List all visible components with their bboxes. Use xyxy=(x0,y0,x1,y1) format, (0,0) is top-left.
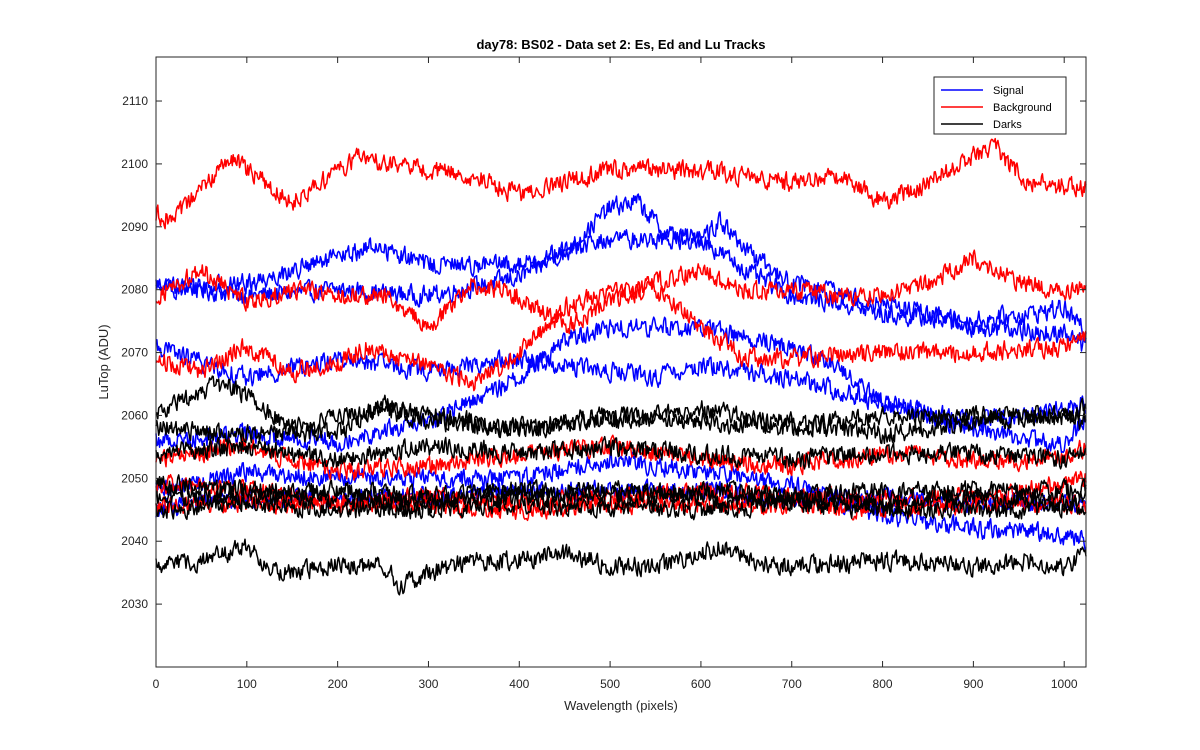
series-line-signal-1 xyxy=(155,211,1087,352)
y-axis-ticks: 2030 2040 2050 2060 2070 2080 2090 2100 2110 xyxy=(121,94,1086,611)
x-tick-label: 1000 xyxy=(1051,677,1078,691)
y-tick-label: 2100 xyxy=(121,157,148,171)
y-tick-label: 2110 xyxy=(122,94,148,108)
series-line-signal-4 xyxy=(155,449,1087,551)
x-tick-label: 0 xyxy=(153,677,160,691)
x-axis-ticks: 0 100 200 300 400 500 600 700 800 900 1000 xyxy=(153,57,1078,691)
x-tick-label: 200 xyxy=(328,677,348,691)
legend-label-darks: Darks xyxy=(993,119,1022,131)
legend-label-signal: Signal xyxy=(993,85,1024,97)
x-tick-label: 500 xyxy=(600,677,620,691)
x-tick-label: 400 xyxy=(509,677,529,691)
y-axis-label: LuTop (ADU) xyxy=(96,324,111,399)
x-tick-label: 300 xyxy=(418,677,438,691)
x-tick-label: 600 xyxy=(691,677,711,691)
series-line-background-8 xyxy=(155,280,1087,392)
y-tick-label: 2050 xyxy=(121,471,148,485)
series-line-signal-3 xyxy=(155,316,1087,454)
x-tick-label: 100 xyxy=(237,677,257,691)
y-tick-label: 2080 xyxy=(121,283,148,297)
chart-title: day78: BS02 - Data set 2: Es, Ed and Lu … xyxy=(476,37,765,52)
legend-label-background: Background xyxy=(993,102,1052,114)
series-line-background-6 xyxy=(155,137,1087,230)
legend: Signal Background Darks xyxy=(933,76,1067,135)
series-line-darks-17 xyxy=(155,491,1087,521)
x-tick-label: 700 xyxy=(782,677,802,691)
axes-box xyxy=(155,56,1087,668)
series-line-background-7 xyxy=(155,249,1087,335)
series-line-darks-13 xyxy=(155,394,1087,445)
y-tick-label: 2090 xyxy=(121,220,148,234)
x-tick-label: 900 xyxy=(963,677,983,691)
series-layer xyxy=(155,137,1087,596)
series-line-signal-2 xyxy=(155,339,1087,432)
series-line-signal-0 xyxy=(155,193,1087,343)
series-line-darks-18 xyxy=(155,538,1087,596)
series-line-darks-14 xyxy=(155,435,1087,470)
x-axis-label: Wavelength (pixels) xyxy=(564,698,678,713)
y-tick-label: 2070 xyxy=(121,346,148,360)
series-line-darks-12 xyxy=(155,375,1087,439)
y-tick-label: 2030 xyxy=(121,597,148,611)
y-tick-label: 2060 xyxy=(121,408,148,422)
y-tick-label: 2040 xyxy=(121,534,148,548)
x-tick-label: 800 xyxy=(873,677,893,691)
